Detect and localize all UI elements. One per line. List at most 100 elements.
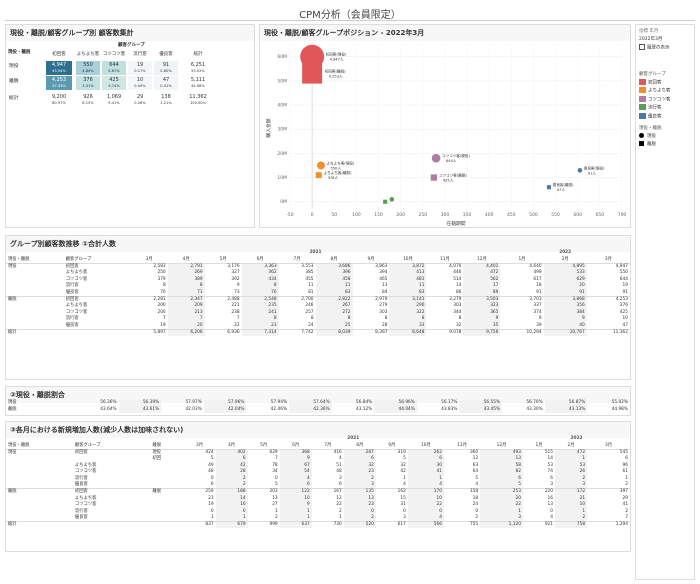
point-label: 初回客(現役) (326, 52, 347, 57)
table-cell: 3,363 (241, 262, 279, 270)
summary-cell: 376 3.31% (76, 76, 100, 90)
table-row: 離脱 43.64% 43.61% 42.03% 42.04% 42.06% 42.36% 43… (6, 406, 630, 414)
table-cell: 499 (533, 270, 542, 276)
month-header: 6月 (292, 442, 300, 448)
x-tick-label: 450 (507, 212, 516, 218)
point-churned[interactable] (546, 185, 552, 190)
row-before: 離脱 (150, 488, 184, 496)
ratio-panel: ②現役・離脱割合 現役 56.36% 56.39% 57.97% 57.96% 57.94… (5, 386, 631, 416)
point-churned[interactable] (430, 174, 438, 181)
table-cell: 18 (472, 495, 479, 501)
row-group: 流行客 (74, 508, 88, 514)
legend-item[interactable]: コツコツ客 (639, 95, 691, 102)
summary-cell: 91 0.80% (154, 61, 178, 75)
summary-count: 4,947 (51, 62, 67, 68)
table-cell: 170 (407, 488, 444, 496)
status-legend-item[interactable]: 現役 (639, 133, 691, 139)
point-churned[interactable] (302, 63, 323, 84)
summary-percent: 4.84% (82, 69, 94, 73)
summary-cell: 1,069 9.41% (102, 93, 126, 107)
month-header: 1月 (535, 442, 543, 448)
table-cell: 4 (403, 482, 406, 488)
legend-item[interactable]: よちよち客 (639, 87, 691, 94)
table-cell: 8 (162, 283, 166, 289)
table-cell: 545 (587, 448, 630, 456)
status-legend-item[interactable]: 離脱 (639, 141, 691, 147)
table-cell: 2 (343, 515, 376, 522)
month-header: 12月 (477, 256, 487, 262)
point-active[interactable] (300, 44, 325, 69)
table-cell: 10,767 (543, 328, 587, 336)
point-active[interactable] (316, 161, 325, 170)
table-cell: 8,397 (352, 328, 390, 336)
table-cell: 29 (622, 495, 628, 501)
month-header: 1月 (518, 256, 526, 262)
table-row: 優良客 3 1 2 1 1 2 3 4 2 3 4 2 7 (6, 515, 630, 522)
table-cell: 13 (547, 502, 554, 508)
point-churned[interactable] (315, 172, 322, 179)
table-cell: 8,039 (315, 328, 353, 336)
summary-cell: 47 0.41% (154, 76, 178, 90)
table-cell: 21 (555, 495, 588, 502)
point-value: 376人 (328, 175, 339, 180)
table-cell: 5 (480, 482, 523, 489)
legend-item[interactable]: 優良客 (639, 112, 691, 119)
period-value[interactable]: 2022年3月 (639, 37, 663, 42)
table-cell: 56.55% (459, 400, 503, 407)
table-cell: 14 (455, 283, 462, 289)
summary-panel: 現役・離脱/顧客グループ別 顧客数集計 顧客グループ 現役・離脱 初回客 よちよち… (5, 24, 255, 228)
summary-count: 47 (162, 77, 170, 83)
history-checkbox[interactable]: 履歴の表示 (639, 44, 691, 51)
summary-row-label: 離脱 (9, 79, 19, 84)
summary-col-header: よちよち客 (76, 52, 100, 57)
summary-percent: 0.41% (160, 84, 172, 88)
table-cell: 267 (315, 302, 353, 310)
table-cell: 9 (463, 315, 501, 323)
row-status (6, 462, 73, 469)
table-row: よちよち客 49 42 78 67 51 32 32 30 63 58 53 53 96 (6, 462, 630, 469)
table-cell: 322 (389, 309, 427, 316)
table-cell: 2,548 (241, 295, 279, 303)
table-cell: 19 (160, 322, 166, 328)
table-cell: 629 (247, 448, 280, 456)
row-status (6, 323, 64, 330)
table-cell: 23 (343, 501, 376, 509)
summary-col-header: コツコツ客 (102, 52, 126, 57)
year-2021: 2021 (347, 436, 360, 442)
table-cell: 3,279 (426, 295, 464, 303)
table-cell: 221 (231, 303, 240, 309)
table-cell: 637 (279, 521, 312, 529)
point-active[interactable] (389, 197, 395, 202)
row-status (6, 476, 73, 483)
month-header: 2月 (561, 256, 569, 262)
newcomers-title: ③各月における新規増加人数(減少人数は加味されない) (6, 422, 630, 438)
legend-item[interactable]: 初回客 (639, 78, 691, 85)
table-cell: 172 (555, 488, 588, 496)
month-header: 11月 (440, 256, 450, 262)
table-cell: 533 (543, 269, 587, 277)
table-cell: 250 (157, 270, 166, 276)
row-status: 離脱 (8, 406, 17, 412)
position-panel: 現役・離脱/顧客グループポジション - 2022年3月 0M 10M 20M 30M 4… (259, 24, 631, 228)
table-cell: 19 (622, 283, 628, 289)
table-cell: 303 (453, 303, 462, 309)
summary-count: 5,111 (190, 77, 206, 83)
table-cell: 16 (547, 495, 554, 501)
summary-percent: 0.09% (134, 84, 146, 88)
point-active[interactable] (577, 168, 583, 173)
row-before (150, 482, 183, 489)
point-active[interactable] (431, 153, 441, 163)
table-cell: 617 (375, 521, 408, 529)
table-row: よちよち客 23 14 13 10 12 13 15 10 18 20 16 21 29 (6, 495, 630, 502)
table-cell: 220 (522, 488, 556, 496)
table-cell: 43.12% (355, 406, 373, 412)
table-cell: 56.39% (118, 400, 162, 407)
legend-item[interactable]: 流行客 (639, 104, 691, 111)
table-cell: 19 (208, 502, 214, 508)
table-cell: 434 (241, 276, 279, 283)
point-churned[interactable] (383, 199, 388, 204)
table-cell: 5 (210, 456, 214, 462)
checkbox-icon[interactable] (639, 44, 645, 50)
summary-row-header: 現役・離脱 (8, 50, 31, 55)
table-cell: 392 (231, 276, 240, 282)
